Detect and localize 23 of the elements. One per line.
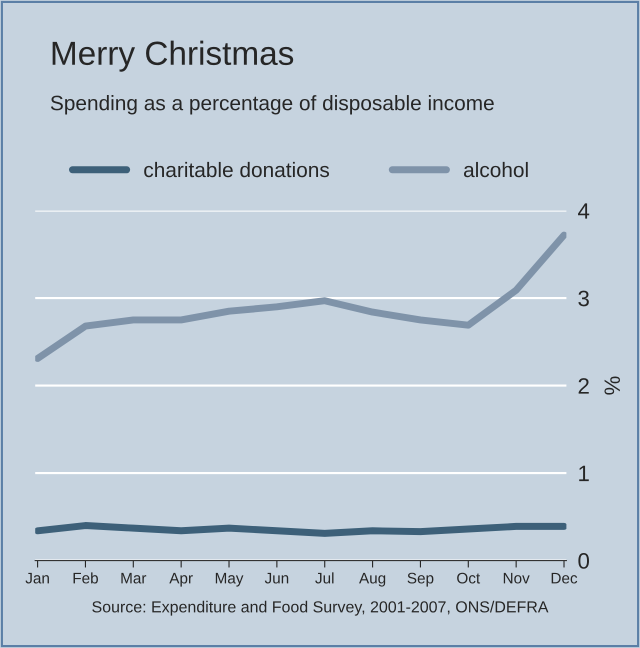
- y-tick-label: 4: [578, 203, 590, 219]
- source-note: Source: Expenditure and Food Survey, 2001-2007, ONS/DEFRA: [92, 600, 548, 616]
- y-axis-title: %: [604, 376, 620, 395]
- chart-subtitle: Spending as a percentage of disposable income: [50, 95, 494, 114]
- x-tick-label: May: [216, 572, 244, 587]
- y-tick-label: 1: [579, 466, 589, 482]
- x-tick-label: Aug: [359, 572, 386, 587]
- y-tick-label: 0: [578, 553, 589, 569]
- x-tick-label: Jul: [315, 572, 334, 584]
- x-tick-label: Mar: [121, 572, 146, 584]
- y-tick-label: 3: [578, 290, 589, 306]
- x-tick-label: Nov: [504, 572, 530, 584]
- x-tick-label: Apr: [169, 572, 193, 587]
- legend-label: alcohol: [464, 162, 528, 178]
- legend-label: charitable donations: [144, 162, 330, 178]
- x-tick-label: Feb: [74, 572, 98, 584]
- chart-title: Merry Christmas: [52, 40, 294, 72]
- x-tick-label: Jun: [264, 572, 288, 584]
- y-tick-label: 2: [578, 378, 589, 394]
- x-tick-label: Oct: [457, 572, 480, 584]
- x-tick-label: Dec: [552, 572, 578, 584]
- x-tick-label: Jan: [26, 572, 49, 584]
- x-tick-label: Sep: [408, 572, 434, 587]
